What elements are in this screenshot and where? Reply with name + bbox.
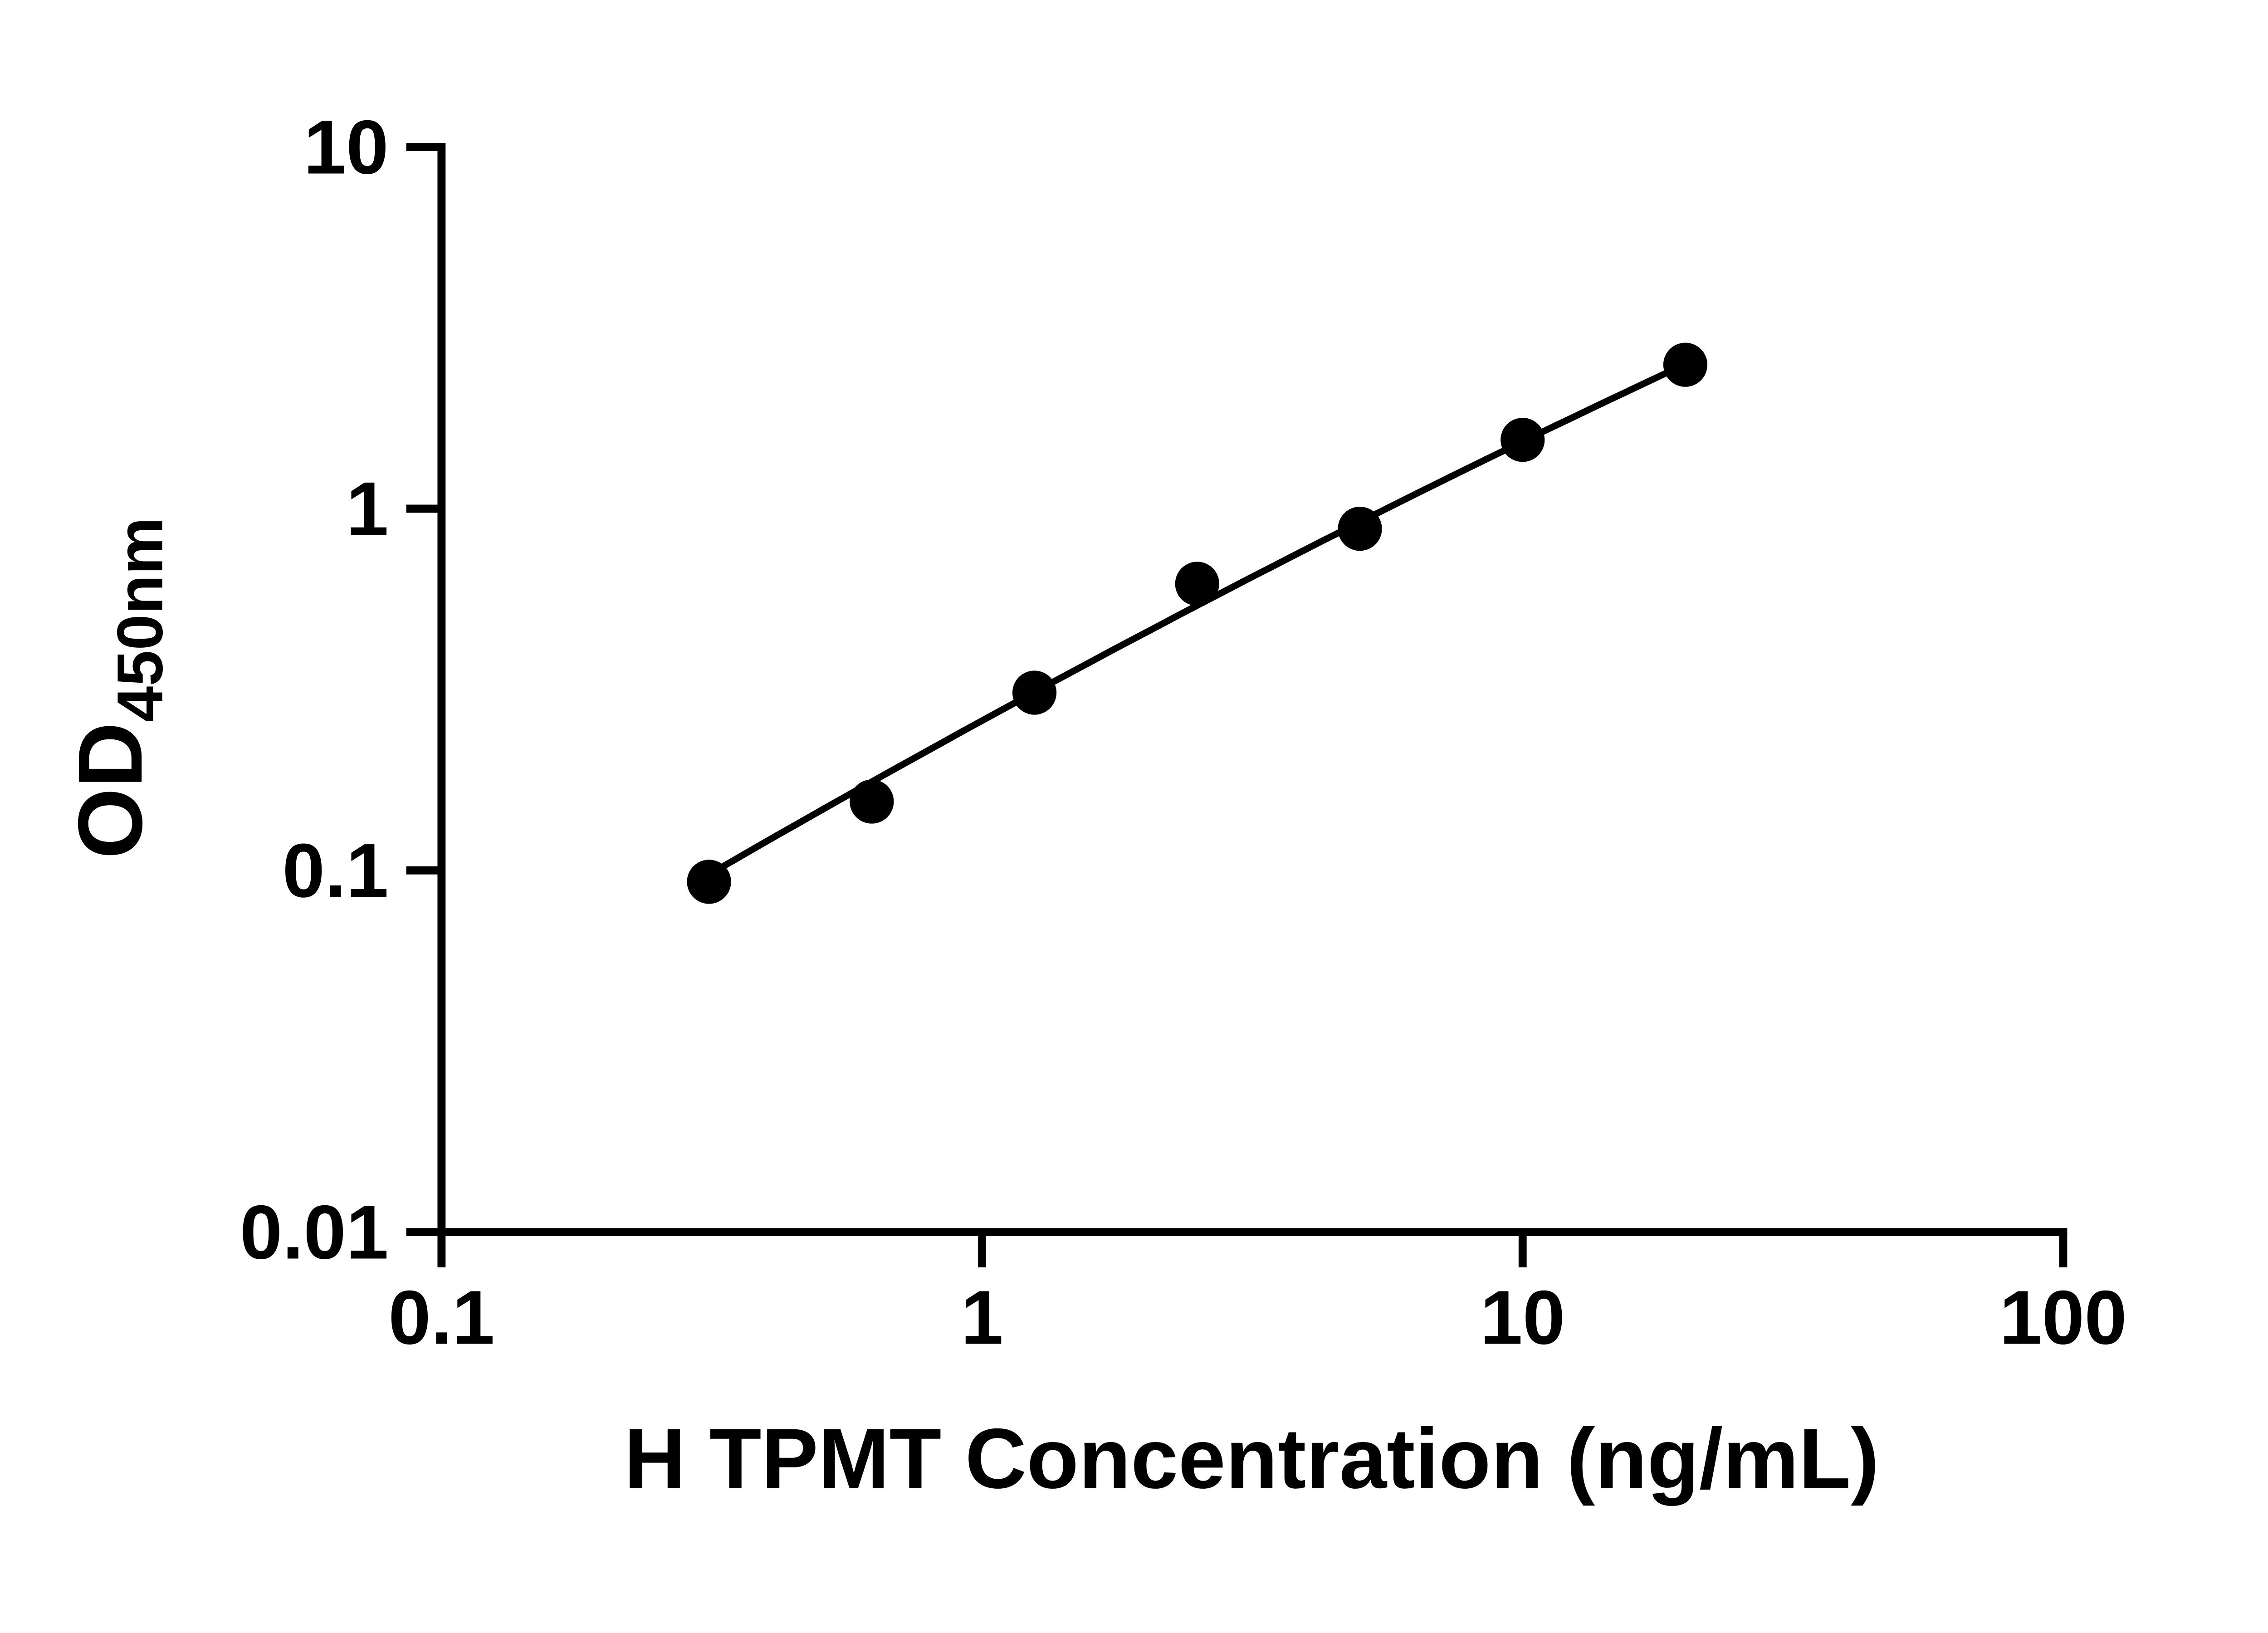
data-point: [1501, 418, 1545, 462]
data-point: [687, 860, 731, 904]
y-axis-title: OD450nm: [59, 517, 176, 859]
data-point: [1012, 670, 1057, 715]
x-tick-label: 0.1: [388, 1274, 494, 1360]
plot-layer: [687, 342, 1708, 904]
y-axis-title-subscript: 450nm: [104, 517, 176, 722]
y-tick-label: 10: [303, 104, 388, 190]
y-tick-label: 0.01: [240, 1189, 389, 1275]
y-tick-label: 0.1: [282, 827, 388, 913]
elisa-standard-curve-figure: 0.1 1 10 100 0.01 0.1 1 10 H TPMT Concentration…: [59, 104, 2127, 1506]
x-tick-label: 1: [961, 1274, 1003, 1360]
x-tick-label: 10: [1480, 1274, 1565, 1360]
data-point: [1663, 342, 1708, 387]
y-axis-title-main: OD: [59, 722, 161, 859]
x-axis-title: H TPMT Concentration (ng/mL): [624, 1411, 1879, 1506]
y-tick-label: 1: [346, 466, 389, 552]
data-point: [1175, 562, 1219, 606]
data-point: [1338, 507, 1382, 551]
data-point: [850, 779, 894, 824]
x-tick-label: 100: [1999, 1274, 2127, 1360]
